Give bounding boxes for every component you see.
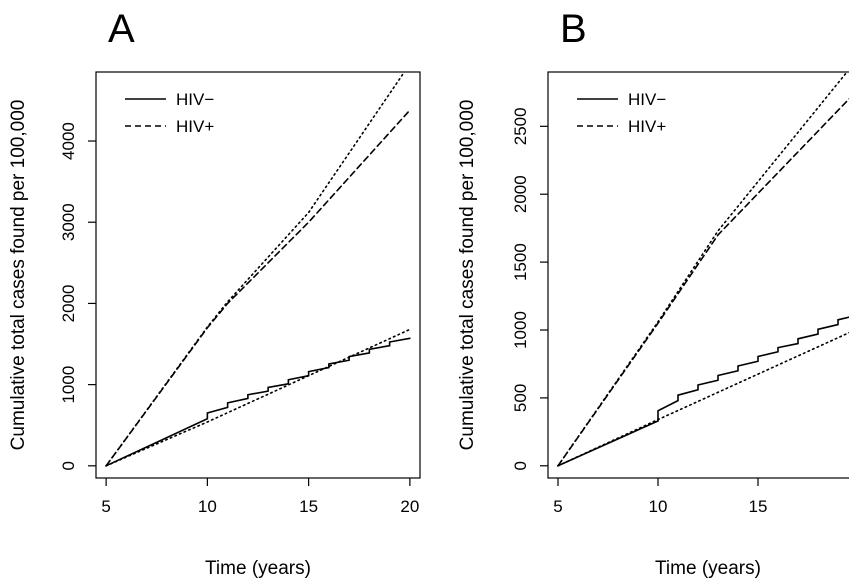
plot-frame-b bbox=[547, 71, 849, 479]
y-tick-label-b-2500: 2500 bbox=[511, 107, 530, 145]
y-tick-label-a-2000: 2000 bbox=[59, 285, 78, 323]
plot-frame-a bbox=[95, 71, 421, 479]
y-axis-title-b: Cumulative total cases found per 100,000 bbox=[457, 100, 478, 451]
panel-a-letter: A bbox=[108, 7, 135, 51]
x-tick-label-b-5: 5 bbox=[553, 497, 562, 516]
x-tick-label-a-20: 20 bbox=[400, 497, 419, 516]
legend-a: HIV− HIV+ bbox=[125, 90, 214, 136]
series-line-a-3-dotted bbox=[105, 72, 406, 467]
y-tick-label-b-1500: 1500 bbox=[511, 243, 530, 281]
series-group-b bbox=[557, 72, 849, 467]
x-tick-label-a-15: 15 bbox=[299, 497, 318, 516]
x-tick-label-a-5: 5 bbox=[101, 497, 110, 516]
y-tick-label-a-0: 0 bbox=[59, 461, 78, 470]
x-axis-title-b: Time (years) bbox=[655, 558, 761, 579]
series-line-b-3-dotted bbox=[557, 72, 849, 467]
y-tick-label-a-3000: 3000 bbox=[59, 203, 78, 241]
legend-b: HIV− HIV+ bbox=[577, 90, 666, 136]
y-tick-label-a-4000: 4000 bbox=[59, 122, 78, 160]
panel-b: B Time (years) Cumulative total cases fo… bbox=[457, 7, 849, 579]
x-tick-label-a-10: 10 bbox=[198, 497, 217, 516]
series-line-a-1-dotted bbox=[105, 328, 411, 467]
x-tick-label-b-10: 10 bbox=[649, 497, 668, 516]
legend-label-hiv-neg-a: HIV− bbox=[176, 90, 214, 109]
y-tick-label-b-1000: 1000 bbox=[511, 311, 530, 349]
series-line-b-1-dotted bbox=[557, 331, 849, 467]
y-tick-label-b-2000: 2000 bbox=[511, 175, 530, 213]
series-line-b-0-solid bbox=[557, 316, 849, 467]
series-line-a-0-solid bbox=[105, 337, 411, 467]
legend-label-hiv-pos-b: HIV+ bbox=[628, 117, 666, 136]
legend-label-hiv-neg-b: HIV− bbox=[628, 90, 666, 109]
panel-a: A Time (years) Cumulative total cases fo… bbox=[8, 7, 421, 579]
y-axis-title-a: Cumulative total cases found per 100,000 bbox=[8, 100, 29, 451]
series-line-a-2-dashed bbox=[105, 109, 411, 467]
y-tick-label-b-0: 0 bbox=[511, 461, 530, 470]
series-line-b-2-dashed bbox=[557, 97, 849, 467]
panel-b-letter: B bbox=[560, 7, 587, 51]
x-axis-title-a: Time (years) bbox=[205, 558, 311, 579]
series-group-a bbox=[105, 72, 411, 467]
x-tick-label-b-15: 15 bbox=[749, 497, 768, 516]
y-tick-label-a-1000: 1000 bbox=[59, 366, 78, 404]
y-tick-label-b-500: 500 bbox=[511, 384, 530, 412]
legend-label-hiv-pos-a: HIV+ bbox=[176, 117, 214, 136]
